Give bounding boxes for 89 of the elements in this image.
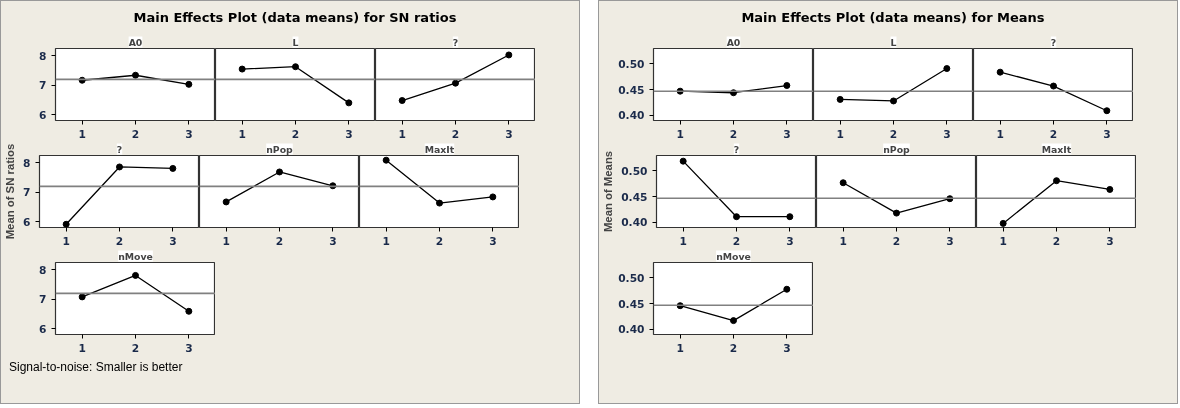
x-tick-label: 1: [679, 234, 687, 248]
chart-title: ?: [733, 143, 740, 155]
x-tick-label: 2: [131, 341, 140, 355]
text: Main Effects Plot (data means) for SN ratios: [133, 9, 457, 27]
x-tick-label: 3: [786, 234, 794, 248]
point: [783, 285, 791, 293]
y-axis-title: Mean of SN ratios: [4, 143, 17, 239]
y-tick-label: 7: [39, 78, 47, 92]
x-tick-label: 3: [943, 127, 951, 141]
y-tick-label: 0.40: [621, 215, 648, 229]
y-tick-label: 8: [39, 263, 47, 277]
text: Signal-to-noise: Smaller is better: [9, 358, 183, 376]
chart-title: nPop: [883, 143, 911, 155]
y-tick-label: 0.45: [621, 190, 648, 204]
point: [185, 307, 193, 315]
point: [783, 81, 791, 89]
x-tick-label: 3: [329, 234, 337, 248]
chart-title: L: [292, 36, 299, 48]
point: [730, 316, 737, 324]
x-tick-label: 1: [676, 341, 684, 355]
y-tick-label: 6: [23, 215, 31, 229]
x-tick-label: 2: [131, 127, 140, 141]
chart-title: ?: [116, 143, 123, 155]
x-tick-label: 2: [729, 341, 738, 355]
y-tick-label: 0.40: [618, 322, 645, 336]
x-tick-label: 3: [169, 234, 177, 248]
y-tick-label: 0.45: [618, 83, 645, 97]
chart-title: ?: [452, 36, 459, 48]
x-tick-label: 2: [291, 127, 300, 141]
x-tick-label: 3: [783, 341, 791, 355]
point: [169, 164, 177, 172]
x-tick-label: 3: [489, 234, 497, 248]
x-tick-label: 2: [435, 234, 444, 248]
point: [132, 71, 139, 79]
y-axis-title: Mean of Means: [602, 150, 615, 232]
x-tick-label: 3: [185, 341, 193, 355]
x-tick-label: 1: [398, 127, 406, 141]
x-tick-label: 1: [676, 127, 684, 141]
y-tick-label: 8: [39, 49, 47, 63]
x-tick-label: 3: [185, 127, 193, 141]
x-tick-label: 2: [1052, 234, 1061, 248]
x-tick-label: 2: [451, 127, 460, 141]
x-tick-label: 2: [729, 127, 738, 141]
point: [132, 271, 139, 279]
y-tick-label: 0.45: [618, 297, 645, 311]
chart-title: nMove: [118, 250, 153, 262]
x-tick-label: 1: [238, 127, 246, 141]
x-tick-label: 1: [62, 234, 70, 248]
chart-title: nPop: [266, 143, 294, 155]
x-tick-label: 1: [78, 127, 86, 141]
y-tick-label: 0.50: [618, 57, 645, 71]
point: [62, 220, 70, 228]
chart-title: nMove: [716, 250, 751, 262]
x-tick-label: 2: [732, 234, 741, 248]
chart-title: L: [890, 36, 897, 48]
x-tick-label: 2: [889, 127, 898, 141]
point: [116, 163, 123, 171]
chart-title: MaxIt: [424, 143, 455, 155]
x-tick-label: 2: [1049, 127, 1058, 141]
x-tick-label: 1: [999, 234, 1007, 248]
y-tick-label: 7: [39, 292, 47, 306]
chart-title: A0: [726, 36, 741, 48]
x-tick-label: 3: [1103, 127, 1111, 141]
chart-title: A0: [128, 36, 143, 48]
x-tick-label: 1: [996, 127, 1004, 141]
x-tick-label: 1: [222, 234, 230, 248]
x-tick-label: 2: [115, 234, 124, 248]
point: [185, 80, 193, 88]
x-tick-label: 2: [892, 234, 901, 248]
x-tick-label: 3: [946, 234, 954, 248]
y-tick-label: 0.40: [618, 108, 645, 122]
x-tick-label: 1: [382, 234, 390, 248]
y-tick-label: 7: [23, 185, 31, 199]
x-tick-label: 2: [275, 234, 284, 248]
x-tick-label: 1: [839, 234, 847, 248]
y-tick-label: 0.50: [621, 164, 648, 178]
text: Main Effects Plot (data means) for Means: [741, 9, 1045, 27]
y-tick-label: 8: [23, 156, 31, 170]
x-tick-label: 1: [78, 341, 86, 355]
chart-title: ?: [1050, 36, 1057, 48]
x-tick-label: 3: [505, 127, 513, 141]
x-tick-label: 3: [345, 127, 353, 141]
chart-title: MaxIt: [1041, 143, 1072, 155]
y-tick-label: 6: [39, 108, 47, 122]
x-tick-label: 1: [836, 127, 844, 141]
y-tick-label: 6: [39, 322, 47, 336]
x-tick-label: 3: [1106, 234, 1114, 248]
y-tick-label: 0.50: [618, 271, 645, 285]
x-tick-label: 3: [783, 127, 791, 141]
